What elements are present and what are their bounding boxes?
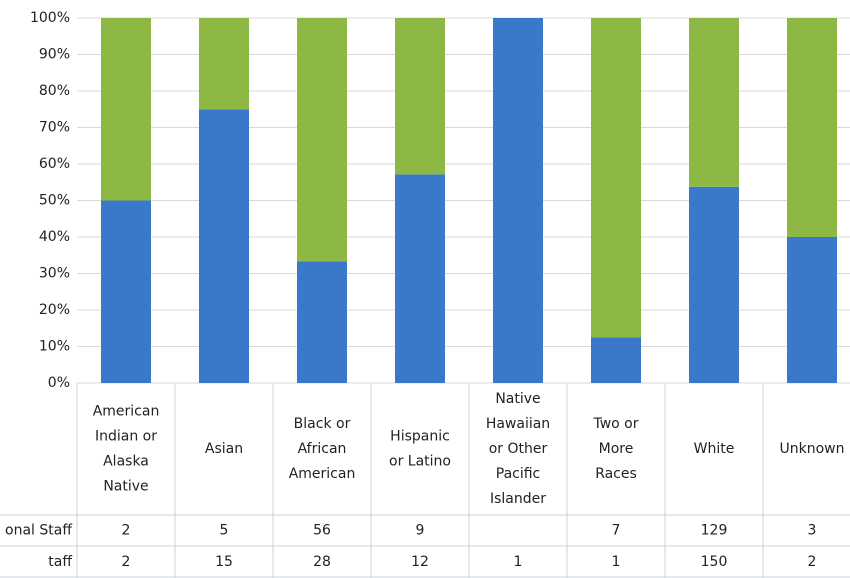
- x-tick-label: Asian: [205, 441, 243, 457]
- bar: [689, 186, 739, 383]
- x-tick-label: Two or More Races: [592, 416, 638, 482]
- bar: [591, 18, 641, 338]
- y-tick-label: 0%: [48, 375, 70, 391]
- table-value: 2: [122, 523, 131, 539]
- table-value: 1: [514, 554, 523, 570]
- x-tick-label: Black or African American: [289, 416, 356, 482]
- legend-label: taff: [48, 554, 72, 570]
- bar: [101, 18, 151, 201]
- y-tick-label: 70%: [39, 120, 70, 136]
- bar: [787, 237, 837, 383]
- x-tick-label: Unknown: [780, 441, 845, 457]
- y-tick-label: 20%: [39, 302, 70, 318]
- legend-label: onal Staff: [5, 523, 72, 539]
- bar: [101, 200, 151, 383]
- table-value: 1: [612, 554, 621, 570]
- table-value: 7: [612, 523, 621, 539]
- table-value: 2: [122, 554, 131, 570]
- x-tick-label: American Indian or Alaska Native: [93, 404, 160, 495]
- bar: [297, 261, 347, 383]
- x-tick-label: Hispanic or Latino: [389, 429, 451, 470]
- y-tick-label: 60%: [39, 156, 70, 172]
- y-tick-label: 100%: [30, 10, 70, 26]
- bar: [493, 18, 543, 383]
- table-value: 15: [215, 554, 233, 570]
- y-tick-label: 80%: [39, 83, 70, 99]
- table-value: 5: [220, 523, 229, 539]
- y-tick-label: 40%: [39, 229, 70, 245]
- table-value: 28: [313, 554, 331, 570]
- y-tick-label: 10%: [39, 339, 70, 355]
- bar: [395, 18, 445, 175]
- bar: [591, 337, 641, 383]
- y-tick-label: 50%: [39, 193, 70, 209]
- bar: [297, 18, 347, 262]
- table-value: 129: [701, 523, 728, 539]
- bar: [787, 18, 837, 237]
- table-value: 3: [808, 523, 817, 539]
- x-tick-label: White: [694, 441, 735, 457]
- table-value: 150: [701, 554, 728, 570]
- bar: [199, 18, 249, 110]
- table-value: 2: [808, 554, 817, 570]
- y-tick-label: 30%: [39, 266, 70, 282]
- bar: [689, 18, 739, 187]
- bar: [199, 109, 249, 383]
- table-value: 56: [313, 523, 331, 539]
- y-tick-label: 90%: [39, 47, 70, 63]
- table-value: 12: [411, 554, 429, 570]
- table-value: 9: [416, 523, 425, 539]
- x-tick-label: Native Hawaiian or Other Pacific Islander: [486, 391, 550, 507]
- bar: [395, 174, 445, 383]
